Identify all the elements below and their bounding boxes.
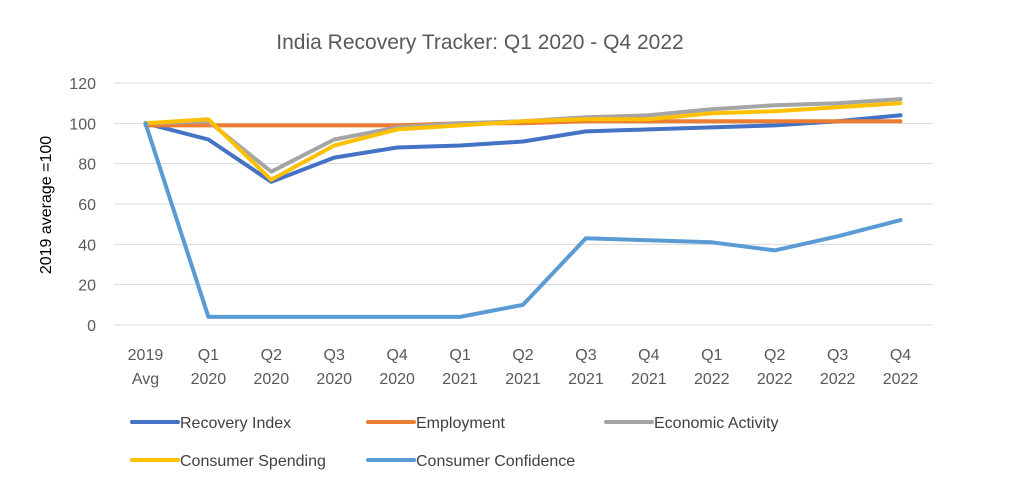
y-tick-label: 0 bbox=[87, 318, 96, 335]
series-line-consumer-confidence bbox=[143, 121, 903, 319]
x-tick-label: 2021 bbox=[568, 371, 604, 388]
x-tick-label: 2021 bbox=[631, 371, 667, 388]
x-tick-label: 2022 bbox=[820, 371, 856, 388]
x-tick-label: 2019 bbox=[128, 347, 164, 364]
x-tick-label: Q3 bbox=[324, 347, 345, 364]
y-tick-label: 20 bbox=[78, 278, 96, 295]
x-tick-label: 2020 bbox=[191, 371, 227, 388]
x-tick-label: 2021 bbox=[505, 371, 541, 388]
x-tick-label: 2020 bbox=[379, 371, 415, 388]
legend-label-consumer-confidence: Consumer Confidence bbox=[416, 453, 575, 470]
x-tick-label: 2022 bbox=[757, 371, 793, 388]
x-tick-label: Q1 bbox=[198, 347, 219, 364]
y-tick-label: 80 bbox=[78, 157, 96, 174]
legend: Recovery Index Employment Economic Activit… bbox=[130, 415, 778, 470]
legend-label-employment: Employment bbox=[416, 415, 505, 432]
x-tick-label: Q2 bbox=[261, 347, 282, 364]
x-tick-label: 2021 bbox=[442, 371, 478, 388]
x-tick-label: Q4 bbox=[386, 347, 407, 364]
x-tick-label: 2020 bbox=[254, 371, 290, 388]
x-tick-label: Q1 bbox=[449, 347, 470, 364]
legend-label-recovery-index: Recovery Index bbox=[180, 415, 291, 432]
y-tick-label: 40 bbox=[78, 237, 96, 254]
x-tick-label: Q1 bbox=[701, 347, 722, 364]
y-axis-tick-labels: 0 20 40 60 80 100 120 bbox=[69, 76, 96, 335]
x-tick-label: 2022 bbox=[694, 371, 730, 388]
y-tick-label: 60 bbox=[78, 197, 96, 214]
x-tick-label: Q2 bbox=[512, 347, 533, 364]
y-axis-title: 2019 average =100 bbox=[38, 136, 55, 274]
chart-title: India Recovery Tracker: Q1 2020 - Q4 202… bbox=[276, 31, 683, 54]
legend-label-economic-activity: Economic Activity bbox=[654, 415, 778, 432]
y-tick-label: 120 bbox=[69, 76, 96, 93]
x-tick-label: Q4 bbox=[638, 347, 659, 364]
x-tick-label: Q3 bbox=[827, 347, 848, 364]
x-tick-label: 2020 bbox=[316, 371, 352, 388]
x-tick-label: Avg bbox=[132, 371, 159, 388]
series-line-consumer-spending bbox=[143, 101, 903, 182]
x-tick-label: Q2 bbox=[764, 347, 785, 364]
x-axis-tick-labels: 2019 Avg Q1 2020 Q2 2020 Q3 2020 Q4 2020 Q1 2021 Q2 2… bbox=[128, 347, 919, 388]
x-tick-label: Q4 bbox=[890, 347, 911, 364]
legend-label-consumer-spending: Consumer Spending bbox=[180, 453, 326, 470]
y-tick-label: 100 bbox=[69, 116, 96, 133]
x-tick-label: 2022 bbox=[883, 371, 919, 388]
x-tick-label: Q3 bbox=[575, 347, 596, 364]
series-lines bbox=[143, 97, 903, 319]
